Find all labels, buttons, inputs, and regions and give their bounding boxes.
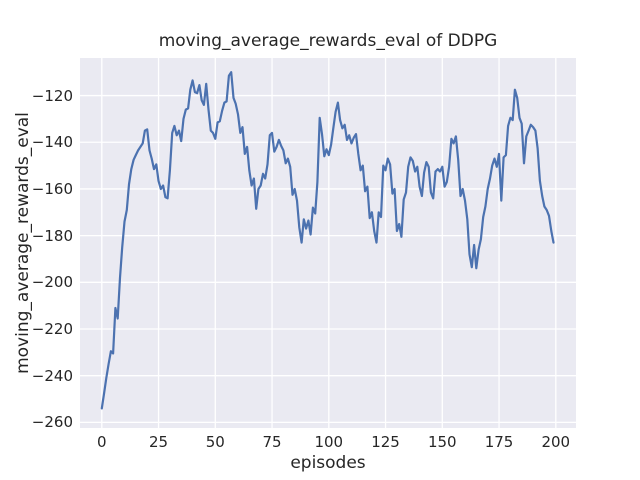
y-tick-label: −160 (31, 179, 73, 198)
y-axis-label: moving_average_rewards_eval (13, 112, 33, 374)
plot-area (80, 58, 576, 428)
x-tick-label: 75 (262, 433, 282, 451)
chart-title: moving_average_rewards_eval of DDPG (158, 31, 498, 51)
x-tick-label: 25 (148, 433, 169, 451)
x-tick-label: 0 (97, 433, 107, 451)
x-axis-label: episodes (290, 453, 366, 473)
y-tick-label: −120 (31, 86, 73, 105)
y-tick-label: −200 (31, 273, 73, 292)
x-tick-label: 100 (314, 433, 344, 451)
y-tick-label: −260 (31, 413, 73, 432)
y-tick-label: −240 (31, 366, 73, 385)
x-tick-label: 125 (371, 433, 400, 451)
x-tick-label: 50 (205, 433, 225, 451)
y-tick-label: −180 (31, 226, 73, 245)
plot-svg (80, 58, 576, 428)
data-line (100, 71, 555, 410)
x-tick-label: 150 (427, 433, 457, 451)
y-tick-label: −140 (31, 133, 73, 152)
y-tick-label: −220 (31, 320, 73, 339)
x-tick-label: 175 (484, 433, 514, 451)
x-tick-label: 200 (541, 433, 571, 451)
